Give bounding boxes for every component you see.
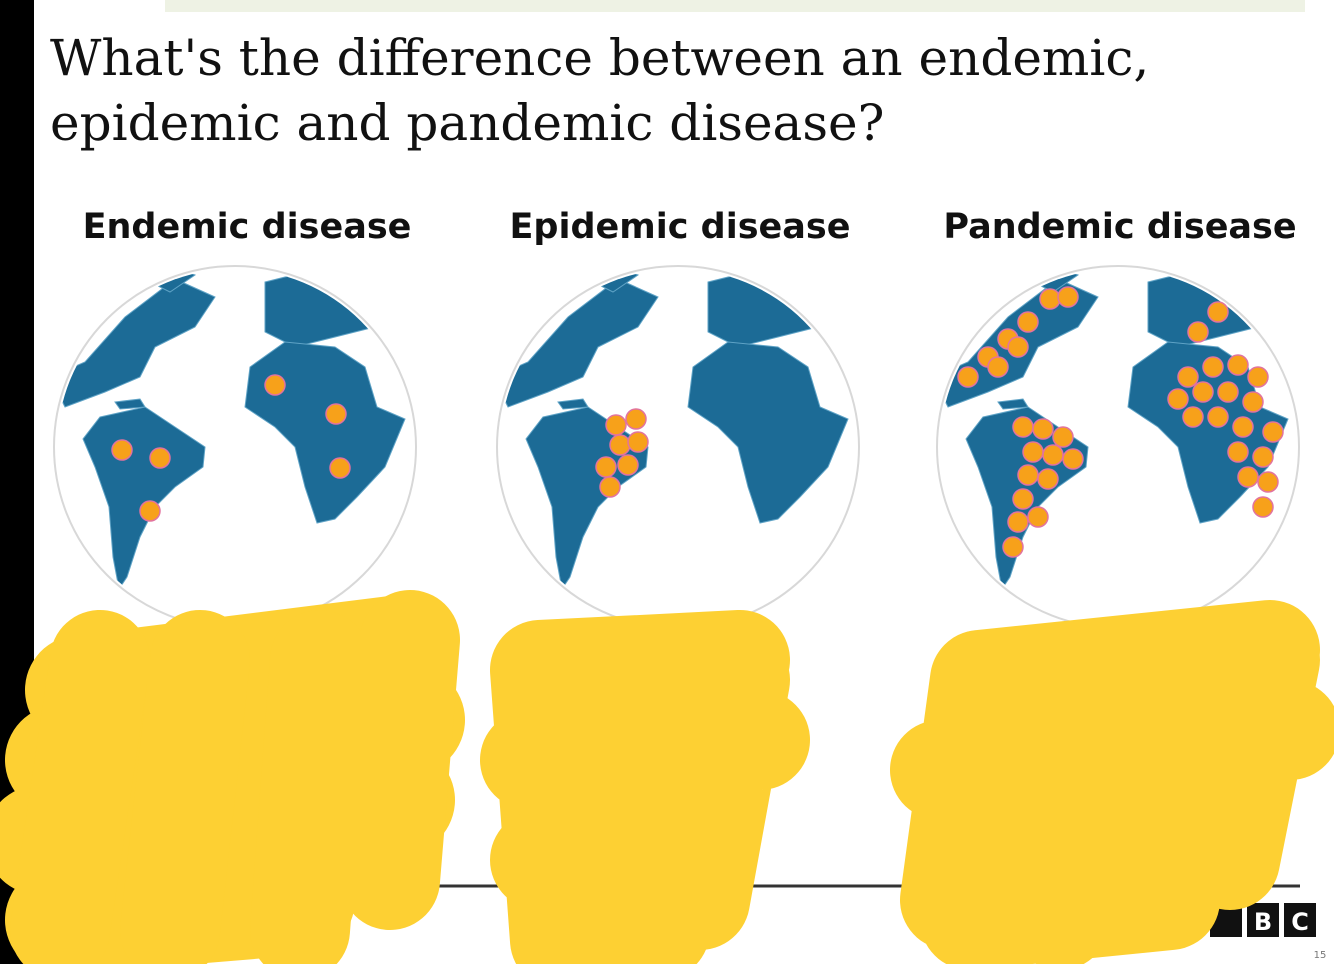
panel-heading: Epidemic disease: [510, 207, 851, 247]
case-dots: [595, 408, 649, 498]
top-strip: [165, 0, 1305, 12]
logo-box: [1284, 903, 1316, 937]
globe: [50, 265, 417, 629]
case-dots: [111, 374, 351, 522]
panel-heading: Pandemic disease: [943, 207, 1296, 247]
logo-letter: B: [1254, 908, 1272, 936]
page-number: 15: [1314, 950, 1327, 961]
globe: [933, 265, 1300, 629]
title-line: epidemic and pandemic disease?: [50, 94, 884, 152]
case-dots: [957, 286, 1284, 558]
title-line: What's the difference between an endemic…: [50, 29, 1149, 87]
globe: [493, 265, 860, 629]
logo-box: [1247, 903, 1279, 937]
logo-letter: C: [1291, 908, 1309, 936]
panel-heading: Endemic disease: [83, 207, 412, 247]
scribble: [0, 590, 1334, 964]
